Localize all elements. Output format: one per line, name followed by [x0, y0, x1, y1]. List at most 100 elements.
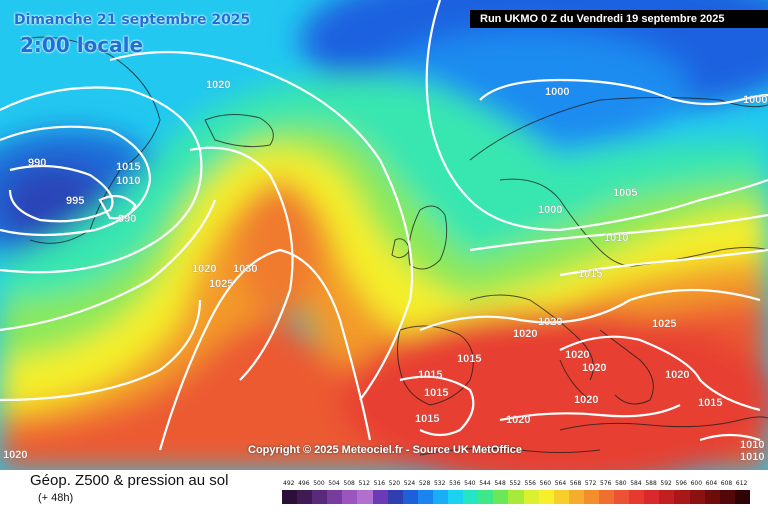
scale-swatch — [402, 490, 418, 504]
scale-value-label: 548 — [494, 480, 506, 487]
scale-value-label: 612 — [735, 480, 748, 487]
scale-swatch — [327, 490, 343, 504]
isobar-label: 1015 — [415, 413, 439, 425]
scale-value-label: 544 — [479, 480, 491, 487]
scale-swatch — [417, 490, 433, 504]
scale-swatch — [644, 490, 660, 504]
scale-value-label: 604 — [705, 480, 718, 487]
scale-swatch — [674, 490, 690, 504]
isobar-label: 1000 — [743, 94, 767, 106]
isobar-label: 1010 — [740, 451, 764, 463]
scale-swatch — [478, 490, 494, 504]
scale-value-label: 556 — [524, 480, 536, 487]
scale-swatch — [538, 490, 554, 504]
scale-swatch — [493, 490, 509, 504]
isobar-label: 1020 — [506, 414, 530, 426]
isobar-lines — [0, 0, 768, 451]
scale-swatch — [448, 490, 464, 504]
scale-swatch — [598, 490, 615, 504]
isobar-label: 1020 — [538, 316, 562, 328]
isobar-label: 1020 — [565, 349, 589, 361]
scale-swatch — [659, 490, 675, 504]
forecast-lead-time: (+ 48h) — [38, 492, 74, 504]
scale-swatch — [372, 490, 388, 504]
isobar-label: 1010 — [604, 232, 628, 244]
isobar-label: 990 — [118, 213, 136, 225]
forecast-date: Dimanche 21 septembre 2025 — [14, 12, 251, 28]
scale-value-label: 512 — [358, 480, 370, 487]
isobar-label: 1025 — [209, 278, 233, 290]
scale-swatch — [553, 490, 569, 504]
scale-value-label: 500 — [313, 480, 325, 487]
scale-value-label: 608 — [720, 480, 733, 487]
scale-value-label: 576 — [600, 480, 612, 487]
run-info-banner: Run UKMO 0 Z du Vendredi 19 septembre 20… — [470, 10, 768, 28]
scale-value-label: 516 — [373, 480, 386, 487]
scale-swatch — [387, 490, 403, 504]
scale-value-label: 584 — [630, 480, 642, 487]
scale-value-label: 580 — [615, 480, 627, 487]
isobar-label: 995 — [66, 195, 84, 207]
forecast-time: 2:00 locale — [20, 33, 144, 57]
scale-value-label: 572 — [584, 480, 597, 487]
copyright-text: Copyright © 2025 Meteociel.fr - Source U… — [248, 444, 522, 456]
isobar-label: 1030 — [233, 263, 257, 275]
isobar-label: 1020 — [513, 328, 537, 340]
scale-value-label: 596 — [675, 480, 687, 487]
scale-swatch — [689, 490, 705, 504]
isobar-label: 1015 — [457, 353, 481, 365]
scale-swatch — [629, 490, 645, 504]
scale-value-label: 588 — [645, 480, 657, 487]
scale-swatch — [523, 490, 539, 504]
scale-swatch — [297, 490, 313, 504]
isobar-label: 1005 — [613, 187, 637, 199]
isobar-label: 1015 — [116, 161, 140, 173]
scale-swatch — [342, 490, 358, 504]
scale-swatch — [463, 490, 479, 504]
isobar-label: 1015 — [424, 387, 448, 399]
color-scale-labels: 492 496 500 504 508 512 516 520 524 528 532 536 540 5… — [282, 480, 750, 489]
isobar-label: 1015 — [698, 397, 722, 409]
scale-value-label: 560 — [539, 480, 552, 487]
isobar-label: 1010 — [116, 175, 140, 187]
scale-value-label: 600 — [690, 480, 703, 487]
isobar-label: 1020 — [3, 449, 27, 461]
scale-value-label: 528 — [418, 480, 431, 487]
map-title: Géop. Z500 & pression au sol — [30, 472, 229, 489]
scale-value-label: 524 — [403, 480, 416, 487]
isobar-label: 990 — [28, 157, 46, 169]
scale-value-label: 504 — [328, 480, 340, 487]
isobar-label: 1000 — [545, 86, 569, 98]
isobar-label: 1015 — [418, 369, 442, 381]
scale-swatch — [357, 490, 373, 504]
scale-swatch — [568, 490, 584, 504]
scale-value-label: 508 — [343, 480, 355, 487]
map-canvas: 1020 990 1015 1010 995 990 1020 1030 102… — [0, 0, 768, 470]
scale-value-label: 492 — [283, 480, 295, 487]
scale-value-label: 540 — [464, 480, 476, 487]
scale-value-label: 552 — [509, 480, 521, 487]
scale-swatch — [734, 490, 750, 504]
scale-swatch — [614, 490, 630, 504]
isobar-label: 1020 — [574, 394, 598, 406]
scale-swatch — [719, 490, 735, 504]
scale-value-label: 564 — [554, 480, 567, 487]
scale-value-label: 568 — [569, 480, 582, 487]
scale-swatch — [432, 490, 449, 504]
isobar-label: 1020 — [582, 362, 606, 374]
scale-value-label: 592 — [660, 480, 672, 487]
isobar-label: 1010 — [740, 439, 764, 451]
scale-swatch — [312, 490, 328, 504]
scale-swatch — [704, 490, 720, 504]
scale-swatch — [282, 490, 298, 504]
scale-value-label: 520 — [388, 480, 401, 487]
geopotential-field: 1020 990 1015 1010 995 990 1020 1030 102… — [0, 0, 768, 470]
color-scale-bar — [282, 490, 750, 504]
scale-value-label: 496 — [298, 480, 310, 487]
isobar-label: 1000 — [538, 204, 562, 216]
isobar-labels: 1020 990 1015 1010 995 990 1020 1030 102… — [3, 79, 768, 463]
isobar-label: 1020 — [192, 263, 216, 275]
scale-swatch — [583, 490, 599, 504]
scale-value-label: 536 — [449, 480, 461, 487]
